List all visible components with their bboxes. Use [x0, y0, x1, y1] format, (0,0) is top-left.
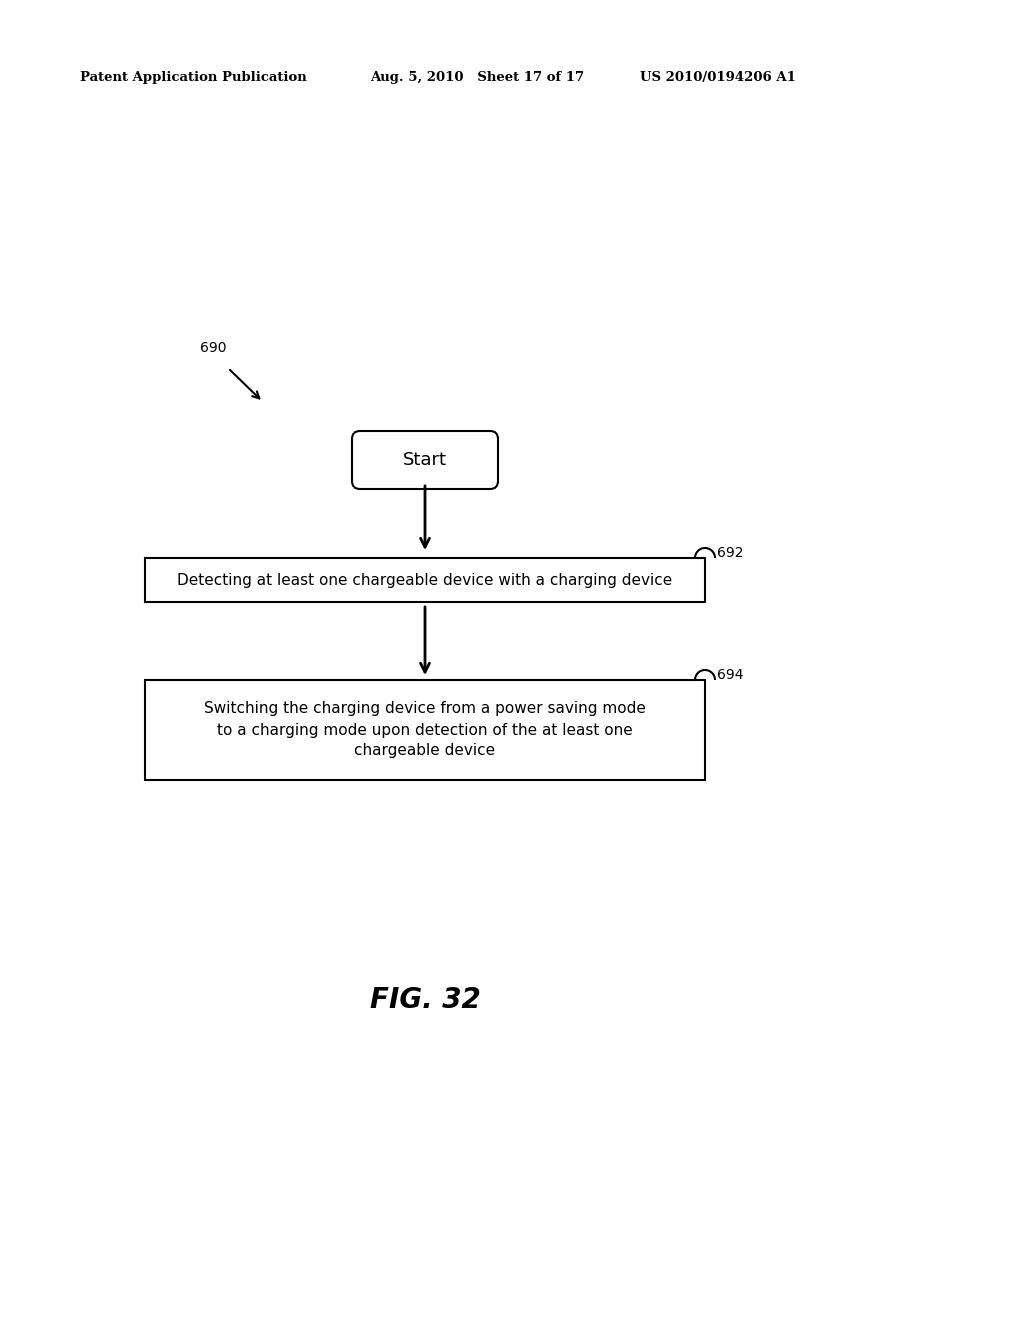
- FancyBboxPatch shape: [145, 680, 705, 780]
- Text: 692: 692: [717, 546, 743, 560]
- FancyBboxPatch shape: [352, 432, 498, 488]
- Text: FIG. 32: FIG. 32: [370, 986, 480, 1014]
- Text: Aug. 5, 2010   Sheet 17 of 17: Aug. 5, 2010 Sheet 17 of 17: [370, 71, 584, 84]
- FancyBboxPatch shape: [145, 558, 705, 602]
- Text: Switching the charging device from a power saving mode
to a charging mode upon d: Switching the charging device from a pow…: [204, 701, 646, 759]
- Text: 690: 690: [200, 341, 226, 355]
- Text: US 2010/0194206 A1: US 2010/0194206 A1: [640, 71, 796, 84]
- Text: Start: Start: [403, 451, 447, 469]
- Text: Detecting at least one chargeable device with a charging device: Detecting at least one chargeable device…: [177, 573, 673, 587]
- Text: 694: 694: [717, 668, 743, 682]
- Text: Patent Application Publication: Patent Application Publication: [80, 71, 307, 84]
